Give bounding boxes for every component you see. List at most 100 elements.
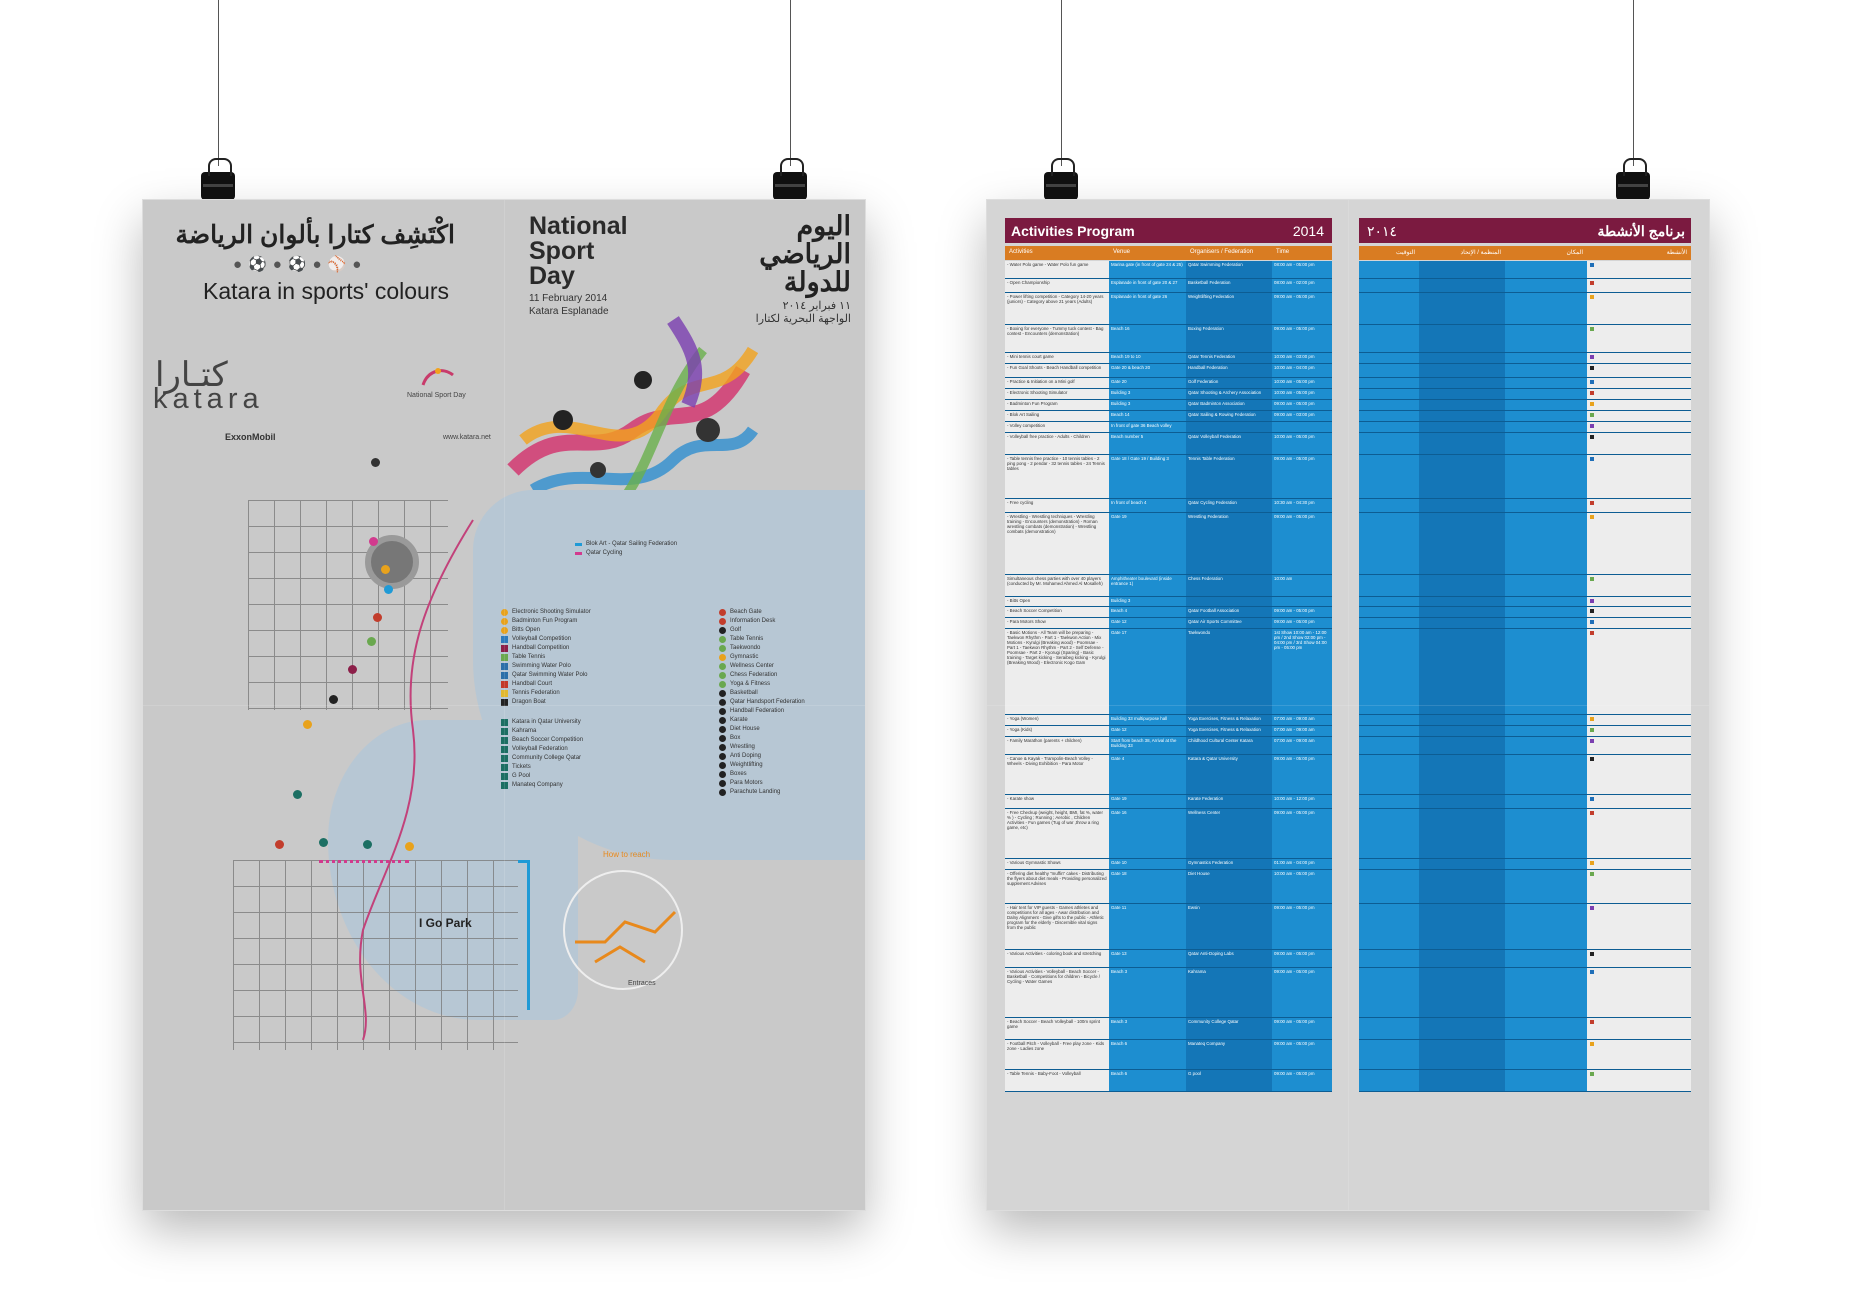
table-row: - Basic Motions - All Team will be prepa…: [1005, 629, 1332, 715]
table-cell-activity: - Electronic Shooting Simulator: [1005, 389, 1109, 399]
table-cell: [1419, 629, 1505, 714]
map-marker: [319, 838, 328, 847]
table-cell: [1359, 795, 1419, 808]
table-cell: [1359, 629, 1419, 714]
legend-item: Yoga & Fitness: [719, 680, 805, 689]
table-cell: [1587, 1070, 1691, 1091]
table-cell: [1359, 422, 1419, 432]
table-cell: [1505, 389, 1587, 399]
table-cell: [1359, 364, 1419, 377]
legend-item: Beach Gate: [719, 608, 805, 617]
binder-clip-icon: [1616, 158, 1650, 200]
table-cell: [1587, 755, 1691, 794]
table-row: - Table tennis free practice - 10 tennis…: [1005, 455, 1332, 499]
date-venue-arabic: ١١ فبراير ٢٠١٤ الواجهة البحرية لكتارا: [755, 300, 851, 325]
activities-table-english: - Water Polo game - Water Polo fun game M…: [1005, 261, 1332, 1092]
table-cell: [1505, 411, 1587, 421]
table-cell: [1359, 1018, 1419, 1039]
program-header-english: Activities Program 2014: [1005, 218, 1332, 243]
table-cell: [1419, 411, 1505, 421]
table-row: - Electronic Shooting Simulator Building …: [1005, 389, 1332, 400]
table-cell-time: 10:00 am - 05:00 pm: [1272, 378, 1332, 388]
map-marker: [405, 842, 414, 851]
table-cell: [1587, 629, 1691, 714]
table-cell-time: 01:00 am - 04:00 pm: [1272, 859, 1332, 869]
table-cell-time: 1st Show 10:00 am - 12:00 pm / 2nd Show …: [1272, 629, 1332, 714]
table-cell-org: Tennis Table Federation: [1186, 455, 1272, 498]
table-cell: [1359, 389, 1419, 399]
table-cell: [1419, 279, 1505, 292]
sport-balls-icon: ●⚽●⚽●⚾●: [233, 256, 368, 273]
legend-item: Wellness Center: [719, 662, 805, 671]
table-cell-org: Ewsin: [1186, 904, 1272, 949]
table-cell: [1505, 325, 1587, 352]
table-cell: [1359, 809, 1419, 858]
table-cell: [1505, 618, 1587, 628]
table-cell-venue: Gate 20 & beach 20: [1109, 364, 1186, 377]
table-cell: [1587, 279, 1691, 292]
activity-marker-icon: [1590, 366, 1594, 370]
table-cell: [1419, 1040, 1505, 1069]
table-cell-time: 09:00 am - 05:00 pm: [1272, 950, 1332, 967]
table-cell: [1359, 400, 1419, 410]
table-cell-venue: Gate 19: [1109, 513, 1186, 574]
table-cell: [1505, 433, 1587, 454]
table-cell-activity: - Yoga (Kids): [1005, 726, 1109, 736]
table-cell: [1359, 715, 1419, 725]
table-cell-venue: Building 3: [1109, 389, 1186, 399]
table-cell-org: Golf Federation: [1186, 378, 1272, 388]
table-cell-venue: Beach 3: [1109, 1018, 1186, 1039]
table-row: - Badminton Fun Program Building 3 Qatar B…: [1005, 400, 1332, 411]
table-cell-activity: - Para Motors Show: [1005, 618, 1109, 628]
table-cell-org: Manateq Company: [1186, 1040, 1272, 1069]
table-cell-venue: Gate 16: [1109, 809, 1186, 858]
table-row: [1359, 364, 1691, 378]
table-cell-time: 09:00 am - 05:00 pm: [1272, 293, 1332, 324]
table-row: [1359, 389, 1691, 400]
activity-marker-icon: [1590, 861, 1594, 865]
table-cell: [1587, 1018, 1691, 1039]
venue-legend: Electronic Shooting Simulator Badminton …: [501, 608, 591, 707]
table-cell: [1359, 597, 1419, 606]
table-row: [1359, 513, 1691, 575]
legend-item: Anti Doping: [719, 752, 805, 761]
column-header: Organisers / Federation: [1186, 246, 1272, 260]
route-path: [359, 519, 474, 1040]
table-cell-venue: Start from beach 38, Arrival at the Buil…: [1109, 737, 1186, 754]
table-cell-org: Diet House: [1186, 870, 1272, 903]
table-row: - Karate show Gate 19 Karate Federation 10:…: [1005, 795, 1332, 809]
activity-marker-icon: [1590, 599, 1594, 603]
activity-marker-icon: [1590, 1020, 1594, 1024]
fold-line: [1348, 200, 1349, 1210]
table-cell-venue: Gate 20: [1109, 378, 1186, 388]
table-cell: [1505, 378, 1587, 388]
table-row: - Power lifting competition - Category 1…: [1005, 293, 1332, 325]
table-cell-time: 10:00 am - 03:00 pm: [1272, 353, 1332, 363]
table-row: [1359, 1070, 1691, 1092]
table-row: [1359, 618, 1691, 629]
table-row: - Mini tennis court game Beach 19 to 10 Qa…: [1005, 353, 1332, 364]
legend-item: Swimming Water Polo: [501, 662, 591, 671]
table-cell: [1587, 1040, 1691, 1069]
hanging-string: [1633, 0, 1634, 166]
table-cell-activity: - Volley competition: [1005, 422, 1109, 432]
map-marker: [275, 840, 284, 849]
table-cell: [1419, 400, 1505, 410]
table-cell: [1505, 279, 1587, 292]
table-cell-org: Qatar Football Association: [1186, 607, 1272, 617]
table-row: [1359, 859, 1691, 870]
table-cell: [1587, 411, 1691, 421]
table-cell-venue: Marina gate (in front of gate 24 & 25): [1109, 261, 1186, 278]
table-cell: [1359, 513, 1419, 574]
legend-item: Manateq Company: [501, 781, 583, 790]
table-cell: [1419, 455, 1505, 498]
table-cell: [1505, 400, 1587, 410]
legend-item: Beach Soccer Competition: [501, 736, 583, 745]
table-cell-activity: - Badminton Fun Program: [1005, 400, 1109, 410]
legend-item: Box: [719, 734, 805, 743]
table-cell-activity: - Volleyball free practice - Adults - Ch…: [1005, 433, 1109, 454]
fold-line: [143, 705, 865, 706]
table-cell: [1359, 293, 1419, 324]
date-venue-english: 11 February 2014 Katara Esplanade: [529, 293, 609, 317]
hanging-string: [1061, 0, 1062, 166]
